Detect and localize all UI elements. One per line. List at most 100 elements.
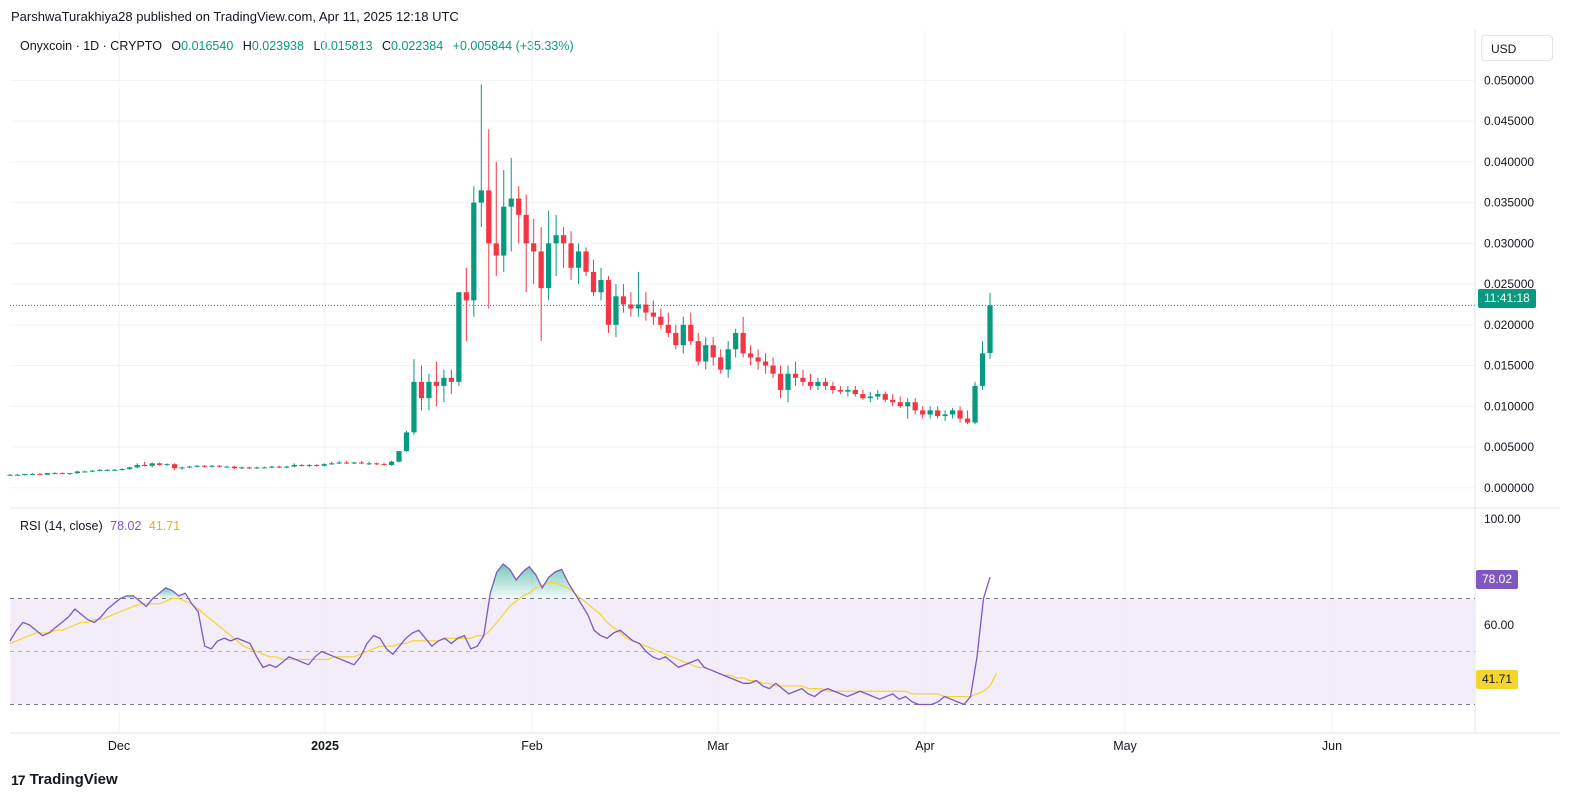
candle-body (37, 473, 43, 475)
candle-body (418, 381, 425, 399)
candle-body (620, 296, 627, 305)
candle-body (22, 473, 28, 475)
candle-body (553, 235, 559, 244)
candle-body (770, 365, 776, 374)
symbol-title: Onyxcoin · 1D · CRYPTO (20, 39, 162, 53)
candle-body (134, 464, 140, 468)
candle-body (755, 357, 761, 362)
candle-body (448, 377, 454, 382)
candle-body (590, 271, 597, 293)
y-tick-label: 0.010000 (1484, 399, 1534, 413)
candle-body (82, 471, 88, 473)
candle-body (890, 399, 896, 403)
candle-body (299, 464, 305, 466)
candle-body (583, 251, 589, 272)
candle-body (239, 467, 245, 469)
y-tick-label: 0.030000 (1484, 236, 1534, 250)
currency-selector[interactable]: USD (1481, 35, 1553, 61)
candle-body (740, 332, 746, 354)
candle-body (358, 462, 365, 464)
x-tick-label: Apr (915, 739, 934, 753)
candle-body (59, 473, 65, 475)
candle-body (643, 304, 649, 313)
candle-body (7, 474, 13, 476)
candle-body (568, 243, 574, 268)
open-value: 0.016540 (181, 39, 234, 53)
candle-body (441, 377, 447, 386)
symbol-legend: Onyxcoin · 1D · CRYPTO O0.016540 H0.0239… (20, 39, 574, 53)
close-value: 0.022384 (391, 39, 444, 53)
candle-body (800, 377, 806, 382)
candle-body (650, 312, 656, 317)
candle-body (314, 464, 320, 466)
rsi-tick-label: 60.00 (1484, 618, 1514, 632)
candle-body (822, 381, 829, 386)
price-countdown-tag: 11:41:18 (1478, 289, 1536, 308)
candle-body (860, 394, 866, 399)
close-label: C (382, 39, 392, 53)
y-tick-label: 0.045000 (1484, 114, 1534, 128)
candle-body (688, 324, 694, 342)
candle-body (14, 474, 21, 476)
candle-body (560, 235, 567, 244)
candle-body (807, 381, 814, 386)
high-value: 0.023938 (251, 39, 304, 53)
tradingview-logo-text: TradingView (29, 771, 118, 788)
candle-body (157, 463, 163, 465)
rsi-legend: RSI (14, close) 78.02 41.71 (20, 519, 180, 533)
candle-body (381, 464, 387, 466)
tradingview-logo[interactable]: 17 TradingView (11, 771, 118, 788)
change-value: +0.005844 (+35.33%) (452, 39, 574, 53)
candle-body (179, 467, 185, 469)
rsi-ma-line (9, 581, 998, 698)
x-tick-label: May (1113, 739, 1137, 753)
rsi-ma-legend-value: 41.71 (148, 519, 181, 533)
candle-body (119, 469, 125, 471)
candle-body (306, 464, 312, 466)
candle-body (366, 463, 372, 465)
candle-body (194, 465, 200, 467)
candle-body (97, 469, 103, 471)
candle-body (164, 464, 170, 466)
candle-body (486, 190, 492, 244)
candle-body (351, 462, 357, 464)
candle-body (575, 251, 582, 268)
candle-body (762, 361, 769, 366)
candle-body (942, 414, 948, 417)
candle-body (957, 410, 963, 419)
candle-body (987, 305, 993, 354)
candle-body (673, 332, 679, 346)
candle-body (546, 243, 552, 289)
candle-body (52, 473, 58, 475)
candle-body (291, 464, 297, 467)
rsi-tick-label: 100.00 (1484, 512, 1521, 526)
candle-body (785, 373, 791, 390)
candle-body (695, 341, 701, 362)
candle-body (837, 390, 843, 392)
tradingview-logo-icon: 17 (11, 771, 26, 788)
candle-body (523, 214, 529, 244)
candle-body (209, 465, 215, 467)
y-tick-label: 0.050000 (1484, 73, 1534, 87)
y-tick-label: 0.000000 (1484, 481, 1534, 495)
x-tick-label: Mar (707, 739, 729, 753)
candle-body (224, 466, 230, 468)
high-label: H (242, 39, 252, 53)
candle-body (867, 396, 873, 399)
candle-body (284, 466, 290, 468)
candle-body (344, 462, 350, 464)
candle-body (388, 461, 395, 465)
low-label: L (313, 39, 321, 53)
low-value: 0.015813 (320, 39, 373, 53)
candle-body (276, 466, 282, 468)
candle-body (471, 202, 477, 301)
candle-body (216, 465, 223, 467)
candle-body (67, 473, 73, 475)
candle-body (246, 467, 253, 469)
candle-body (269, 466, 275, 468)
rsi-line (9, 563, 991, 706)
candle-body (396, 451, 402, 462)
x-tick-label: Dec (108, 739, 130, 753)
candle-body (979, 353, 986, 386)
